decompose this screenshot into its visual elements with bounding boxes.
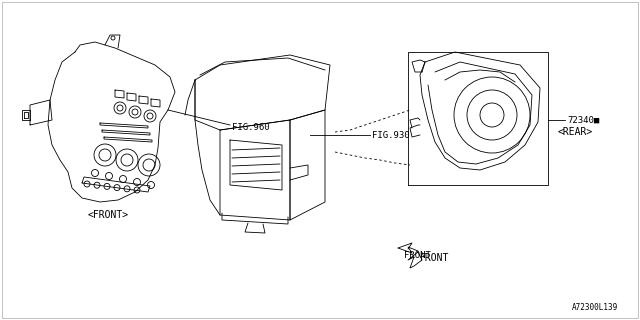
Text: FRONT: FRONT — [404, 251, 431, 260]
Text: A72300L139: A72300L139 — [572, 303, 618, 312]
Text: <REAR>: <REAR> — [557, 127, 593, 137]
Text: FIG.930: FIG.930 — [372, 131, 410, 140]
Text: FRONT: FRONT — [420, 253, 449, 263]
Text: <FRONT>: <FRONT> — [88, 210, 129, 220]
Text: 72340■: 72340■ — [567, 116, 599, 124]
Text: FIG.960: FIG.960 — [232, 123, 269, 132]
